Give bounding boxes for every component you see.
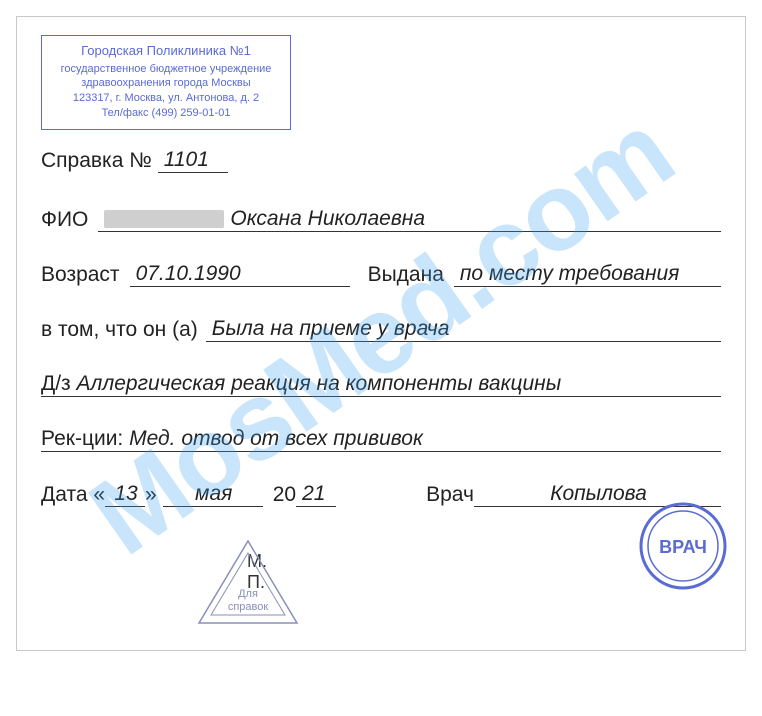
value-diagnosis: Д/з Аллергическая реакция на компоненты … [41,372,721,397]
clinic-line-3: 123317, г. Москва, ул. Антонова, д. 2 [50,91,282,106]
prefix-recommendation: Рек-ции: [41,427,123,450]
text-diagnosis: Аллергическая реакция на компоненты вакц… [77,372,562,395]
triangle-line2: справок [228,601,269,613]
clinic-line-2: здравоохранения города Москвы [50,76,282,91]
clinic-line-4: Тел/факс (499) 259-01-01 [50,106,282,121]
doctor-stamp-text: ВРАЧ [659,537,707,557]
prefix-diagnosis: Д/з [41,372,71,395]
label-doctor: Врач [426,483,474,507]
value-recommendation: Рек-ции: Мед. отвод от всех прививок [41,427,721,452]
label-issued: Выдана [368,263,444,287]
row-purpose: в том, что он (а) Была на приеме у врача [41,317,721,342]
clinic-title: Городская Поликлиника №1 [50,42,282,60]
footer-area: М. П. Для справок ВРАЧ [41,537,721,657]
value-day: 13 [105,482,145,507]
value-purpose: Была на приеме у врача [206,317,721,342]
form-content: Справка № 1101 ФИО Оксана Николаевна Воз… [41,148,721,657]
label-cert: Справка № [41,149,152,173]
row-age-issued: Возраст 07.10.1990 Выдана по месту требо… [41,262,721,287]
label-purpose: в том, что он (а) [41,318,198,342]
clinic-line-1: государственное бюджетное учреждение [50,62,282,77]
redacted-surname [104,210,224,228]
value-year: 21 [296,482,336,507]
label-year-prefix: 20 [273,483,296,507]
triangle-line1: Для [238,588,258,600]
value-fio: Оксана Николаевна [98,207,721,232]
doctor-round-stamp-icon: ВРАЧ [636,499,731,594]
triangle-stamp-icon: Для справок [193,535,303,630]
label-fio: ФИО [41,208,88,232]
value-month: мая [163,482,263,507]
fio-visible: Оксана Николаевна [230,207,425,230]
label-date-mid: » [145,483,157,507]
row-diagnosis: Д/з Аллергическая реакция на компоненты … [41,372,721,397]
text-recommendation: Мед. отвод от всех прививок [129,427,423,450]
label-date-prefix: Дата « [41,483,105,507]
label-age: Возраст [41,263,120,287]
value-cert-number: 1101 [158,148,228,173]
row-fio: ФИО Оксана Николаевна [41,207,721,232]
row-cert-number: Справка № 1101 [41,148,721,173]
value-issued: по месту требования [454,262,721,287]
clinic-stamp: Городская Поликлиника №1 государственное… [41,35,291,130]
certificate-page: MosMed.com Городская Поликлиника №1 госу… [16,16,746,651]
row-recommendation: Рек-ции: Мед. отвод от всех прививок [41,427,721,452]
value-age: 07.10.1990 [130,262,350,287]
row-date-doctor: Дата « 13 » мая 20 21 Врач Копылова [41,482,721,507]
